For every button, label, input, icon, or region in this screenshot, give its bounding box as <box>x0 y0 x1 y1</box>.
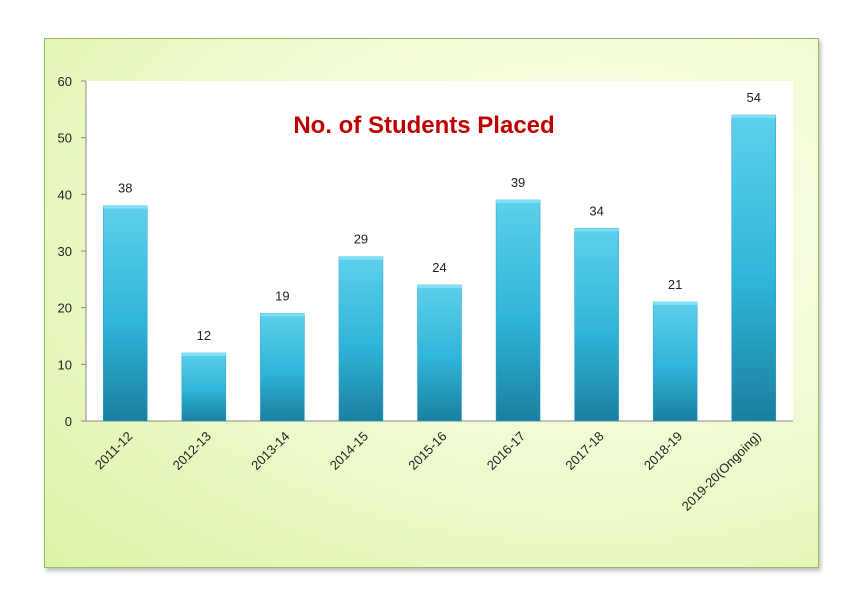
bar-top-highlight <box>338 256 383 260</box>
bar <box>260 313 305 422</box>
bar <box>495 199 541 422</box>
bar <box>417 284 462 422</box>
y-tick-label: 30 <box>58 244 72 259</box>
bar-top-highlight <box>181 353 226 356</box>
bar <box>652 301 698 422</box>
chart-title: No. of Students Placed <box>293 112 554 139</box>
data-label: 54 <box>746 90 760 105</box>
data-label: 12 <box>197 328 211 343</box>
data-label: 38 <box>118 181 132 196</box>
y-tick-label: 10 <box>58 357 72 372</box>
bar-top-highlight <box>103 205 148 209</box>
bar-top-highlight <box>260 313 305 317</box>
data-label: 19 <box>275 288 289 303</box>
data-label: 24 <box>432 260 446 275</box>
bar-top-highlight <box>653 302 698 305</box>
bar <box>181 352 227 422</box>
bar <box>574 228 619 422</box>
x-tick-label: 2011-12 <box>92 429 136 473</box>
data-label: 39 <box>511 175 525 190</box>
x-tick-label: 2012-13 <box>170 429 214 473</box>
y-tick-label: 20 <box>58 301 72 316</box>
bar <box>731 114 776 422</box>
x-tick-label: 2017-18 <box>562 429 606 473</box>
bar <box>338 256 384 422</box>
y-tick-label: 0 <box>65 414 72 429</box>
data-label: 34 <box>589 203 603 218</box>
y-tick-label: 40 <box>58 187 72 202</box>
x-tick-label: 2018-19 <box>641 429 685 473</box>
x-tick-label: 2014-15 <box>327 429 371 473</box>
data-label: 29 <box>354 232 368 247</box>
x-tick-label: 2019-20(Ongoing) <box>679 429 764 514</box>
bar-top-highlight <box>496 200 541 203</box>
bar <box>103 205 148 422</box>
x-tick-label: 2016-17 <box>484 429 528 473</box>
x-tick-label: 2013-14 <box>248 429 292 473</box>
x-tick-label: 2015-16 <box>405 429 449 473</box>
bar-top-highlight <box>417 285 462 288</box>
bar-top-highlight <box>574 228 619 232</box>
bar-top-highlight <box>731 115 776 118</box>
y-tick-label: 60 <box>58 74 72 89</box>
y-tick-label: 50 <box>58 131 72 146</box>
data-label: 21 <box>668 277 682 292</box>
